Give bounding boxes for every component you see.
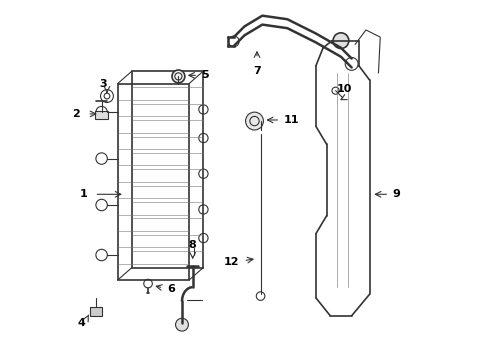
Circle shape bbox=[172, 70, 184, 83]
Bar bbox=[90, 307, 102, 316]
Text: 1: 1 bbox=[80, 189, 87, 199]
Text: 4: 4 bbox=[78, 318, 85, 328]
Text: 9: 9 bbox=[392, 189, 400, 199]
Bar bbox=[132, 71, 203, 267]
Circle shape bbox=[175, 318, 188, 331]
Text: 8: 8 bbox=[188, 240, 196, 249]
Text: 6: 6 bbox=[167, 284, 175, 294]
Circle shape bbox=[245, 112, 263, 130]
Circle shape bbox=[332, 33, 348, 49]
Text: 5: 5 bbox=[201, 69, 209, 80]
Bar bbox=[118, 84, 189, 280]
Text: 11: 11 bbox=[283, 115, 299, 125]
Text: 12: 12 bbox=[223, 257, 239, 267]
Text: 2: 2 bbox=[72, 109, 80, 119]
Text: 10: 10 bbox=[336, 84, 351, 94]
Text: 3: 3 bbox=[100, 79, 107, 89]
Bar bbox=[95, 111, 108, 119]
Text: 7: 7 bbox=[253, 66, 260, 76]
